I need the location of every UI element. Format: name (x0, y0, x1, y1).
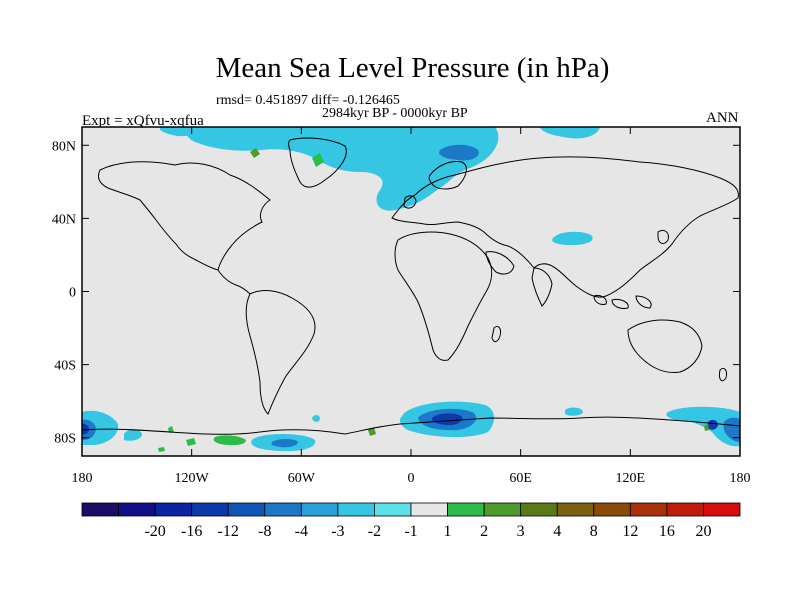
x-tick-label: 0 (408, 471, 415, 486)
antarctic-anomaly-small-1 (124, 429, 142, 441)
arctic-green-patch (312, 153, 324, 167)
coastline-eurasia (391, 156, 739, 298)
colorbar-label: -8 (258, 523, 271, 540)
colorbar-label: 4 (553, 523, 561, 540)
antarctic-anomaly-east-mid (723, 417, 740, 442)
antarctic-green-3 (168, 426, 174, 433)
axis-ticks (81, 127, 741, 456)
colorbar-box (337, 502, 375, 517)
season-label: ANN (706, 110, 739, 126)
colorbar-label: -3 (331, 523, 344, 540)
colorbar-label: 1 (444, 523, 452, 540)
colorbar-box (703, 502, 741, 517)
antarctic-green-4 (158, 447, 165, 452)
coastline-india (531, 267, 553, 307)
arctic-anomaly-light-3 (159, 127, 200, 137)
y-tick-label: 40S (54, 359, 76, 374)
x-tick-label: 120W (175, 471, 210, 486)
colorbar-box (593, 502, 631, 517)
colorbar (81, 502, 741, 517)
colorbar-label: -20 (144, 523, 165, 540)
colorbar-box (300, 502, 339, 517)
colorbar-label: -2 (368, 523, 381, 540)
coastline-africa (394, 231, 493, 361)
colorbar-label: 3 (517, 523, 525, 540)
x-tick-label: 180 (730, 471, 751, 486)
colorbar-box (191, 502, 229, 517)
antarctic-anomaly-atlantic-dark (431, 413, 463, 426)
colorbar-box (666, 502, 704, 517)
coastline-central-america (217, 269, 251, 295)
coastline-british-isles (403, 195, 417, 209)
colorbar-label: 2 (480, 523, 488, 540)
colorbar-box (520, 502, 558, 517)
experiment-label: Expt = xQfvu-xqfua (82, 113, 204, 129)
coastline-scandinavia (428, 161, 467, 190)
x-tick-label: 180 (72, 471, 93, 486)
colorbar-box (410, 502, 448, 517)
antarctic-green-1 (213, 435, 246, 446)
colorbar-box (629, 502, 668, 517)
colorbar-box (556, 502, 595, 517)
antarctic-anomaly-small-2 (565, 407, 583, 416)
colorbar-box (227, 502, 266, 517)
coastline-arabia (485, 251, 515, 275)
coastline-japan (657, 229, 669, 244)
colorbar-box (264, 502, 302, 517)
colorbar-label: -4 (295, 523, 308, 540)
colorbar-label: 16 (659, 523, 675, 540)
coastlines (82, 137, 740, 435)
arctic-anomaly-mid (439, 144, 479, 161)
colorbar-box (154, 502, 193, 517)
y-tick-label: 80N (52, 139, 76, 154)
colorbar-label: -12 (218, 523, 239, 540)
x-tick-label: 60W (288, 471, 316, 486)
antarctic-anomaly-pacific-dark (82, 423, 90, 435)
colorbar-box (447, 502, 485, 517)
coastline-north-america (97, 161, 271, 271)
coastline-greenland (288, 137, 347, 188)
colorbar-label: 12 (622, 523, 638, 540)
y-tick-label: 80S (54, 432, 76, 447)
colorbar-label: -16 (181, 523, 202, 540)
antarctic-green-east (704, 424, 709, 431)
colorbar-label: 8 (590, 523, 598, 540)
period-text: 2984kyr BP - 0000kyr BP (322, 106, 468, 121)
coastline-antarctica (82, 416, 740, 435)
x-tick-label: 120E (616, 471, 646, 486)
coastline-south-america (245, 290, 316, 415)
y-axis-labels: 80N 40N 0 40S 80S (52, 139, 76, 446)
colorbar-box (81, 502, 119, 517)
antarctic-green-2 (186, 438, 196, 446)
arctic-anomaly-light-2 (540, 127, 600, 139)
antarctic-anomaly-sw-mid (271, 439, 298, 448)
antarctic-anomaly-east-dark (708, 419, 718, 430)
colorbar-box (118, 502, 156, 517)
y-tick-label: 0 (69, 286, 76, 301)
anomaly-field (82, 127, 740, 452)
coastline-new-zealand (719, 367, 727, 382)
colorbar-label: -1 (404, 523, 417, 540)
y-tick-label: 40N (52, 212, 76, 227)
x-tick-label: 60E (509, 471, 532, 486)
rmsd-diff-text: rmsd= 0.451897 diff= -0.126465 (216, 93, 400, 108)
colorbar-label: 20 (695, 523, 711, 540)
colorbar-labels: -20 -16 -12 -8 -4 -3 -2 -1 1 2 3 4 8 12 16 20 (144, 523, 711, 540)
map-title: Mean Sea Level Pressure (in hPa) (215, 52, 610, 84)
coastline-australia (627, 319, 703, 373)
antarctic-anomaly-east-light (666, 406, 740, 447)
arctic-green-patch-2 (250, 148, 260, 158)
coastline-madagascar (491, 325, 501, 343)
antarctic-anomaly-small-3 (312, 415, 320, 422)
colorbar-box (483, 502, 522, 517)
asia-anomaly (552, 231, 593, 246)
colorbar-box (374, 502, 412, 517)
coastline-se-asia-islands (593, 295, 652, 309)
x-axis-labels: 180 120W 60W 0 60E 120E 180 (72, 471, 751, 486)
